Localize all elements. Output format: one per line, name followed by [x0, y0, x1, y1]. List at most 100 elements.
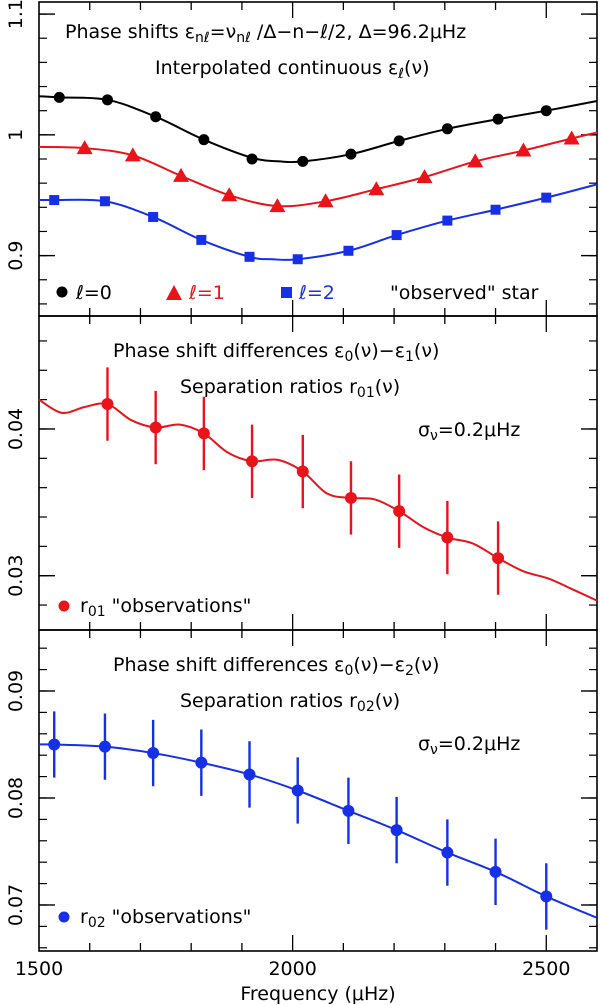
y-tick-label: 0.07 [5, 884, 27, 926]
panel-middle-ticks: 0.03 0.04 [5, 316, 597, 630]
panel-middle-series [38, 367, 598, 602]
legend-l1-label: ℓ=1 [188, 282, 225, 304]
legend-l1-marker [166, 285, 182, 300]
panel-top-ticks: 0.9 1 1.1 [5, 0, 597, 316]
panel-bottom-sigma: σν=0.2μHz [418, 733, 520, 758]
data-point [441, 123, 453, 135]
data-point [490, 204, 501, 215]
data-point [416, 169, 433, 184]
data-point [48, 738, 61, 751]
data-point [147, 747, 160, 760]
panel-bottom-frame [38, 629, 598, 952]
panel-middle-title-line1: Phase shift differences ε0(ν)−ε1(ν) [113, 340, 439, 365]
data-point [53, 91, 65, 103]
y-tick-label: 0.03 [5, 555, 27, 597]
panel-middle-sigma: σν=0.2μHz [418, 419, 520, 444]
data-point [393, 505, 406, 518]
data-point [246, 455, 259, 468]
panel-bottom-legend: r02 "observations" [58, 906, 251, 931]
panel-bottom-series [38, 711, 598, 930]
data-point [541, 192, 552, 203]
data-point [99, 196, 110, 207]
legend-l2-label: ℓ=2 [298, 282, 335, 304]
x-axis: 1500 2000 2500 [15, 958, 571, 980]
data-point [149, 421, 162, 434]
data-point [195, 756, 208, 769]
data-point [441, 846, 454, 859]
data-point [244, 251, 255, 262]
data-point [49, 195, 60, 206]
data-point [150, 111, 162, 123]
legend-l2-marker [281, 287, 292, 298]
panel-top-legend: ℓ=0 ℓ=1 ℓ=2 "observed" star [56, 282, 539, 304]
data-point [391, 230, 402, 241]
panel-top-title-line2: Interpolated continuous εℓ(ν) [155, 57, 430, 82]
data-point [492, 113, 504, 125]
data-point [197, 427, 210, 440]
panel-top-series [38, 91, 598, 265]
x-tick-label: 2500 [522, 958, 570, 980]
panel-middle-title-line2: Separation ratios r01(ν) [180, 376, 400, 401]
data-point [124, 147, 141, 162]
legend-l0-marker [56, 286, 68, 298]
legend-r01-marker [58, 600, 70, 612]
data-point [291, 784, 304, 797]
x-tick-label: 1500 [15, 958, 63, 980]
data-point [343, 245, 354, 256]
y-tick-label: 1 [5, 129, 27, 141]
y-tick-label: 0.08 [5, 777, 27, 819]
data-point [515, 142, 532, 157]
data-point [173, 167, 190, 182]
x-axis-label: Frequency (μHz) [240, 983, 395, 1005]
legend-caption: "observed" star [390, 282, 539, 304]
panel-top-title-line1: Phase shifts εnℓ=νnℓ /Δ−n−ℓ/2, Δ=96.2μHz [65, 21, 466, 46]
panel-bottom: 0.07 0.08 0.09 Phase shift differences ε0(… [5, 629, 598, 952]
data-point [540, 105, 552, 117]
data-point [344, 491, 357, 504]
data-point [296, 465, 309, 478]
data-point [345, 148, 357, 160]
y-tick-label: 0.04 [5, 408, 27, 450]
data-point [98, 740, 111, 753]
x-tick-label: 2000 [268, 958, 316, 980]
data-point [489, 865, 502, 878]
data-point [246, 153, 258, 165]
data-point [148, 211, 159, 222]
data-point [467, 153, 484, 168]
panel-middle-legend: r01 "observations" [58, 595, 251, 620]
data-point [76, 140, 93, 155]
panel-bottom-title-line1: Phase shift differences ε0(ν)−ε2(ν) [113, 654, 439, 679]
panel-bottom-title-line2: Separation ratios r02(ν) [180, 690, 400, 715]
panel-bottom-ticks: 0.07 0.08 0.09 [5, 630, 597, 951]
data-point [269, 198, 286, 213]
legend-l0-label: ℓ=0 [75, 282, 112, 304]
data-point [441, 531, 454, 544]
data-point [243, 768, 256, 781]
legend-r02-label: r02 "observations" [80, 906, 251, 931]
panel-top: 0.9 1 1.1 Phase shifts εnℓ=νnℓ /Δ−n−ℓ/2, Δ… [5, 0, 598, 317]
y-tick-label: 1.1 [5, 0, 27, 29]
data-point [221, 187, 238, 202]
data-point [540, 890, 553, 903]
panel-middle: 0.03 0.04 Phase shift differences ε0(ν)−ε… [5, 315, 598, 631]
data-point [492, 552, 505, 565]
data-point [342, 804, 355, 817]
data-point [198, 134, 210, 146]
data-point [393, 135, 405, 147]
data-point [563, 130, 580, 145]
data-point [101, 94, 113, 106]
data-point [297, 155, 309, 167]
data-point [390, 824, 403, 837]
data-point [442, 215, 453, 226]
data-point [317, 193, 334, 208]
legend-r02-marker [58, 911, 70, 923]
legend-r01-label: r01 "observations" [80, 595, 251, 620]
y-tick-label: 0.9 [5, 240, 27, 270]
data-point [101, 398, 114, 411]
data-point [292, 254, 303, 265]
data-point [196, 234, 207, 245]
data-point [368, 181, 385, 196]
y-tick-label: 0.09 [5, 670, 27, 712]
